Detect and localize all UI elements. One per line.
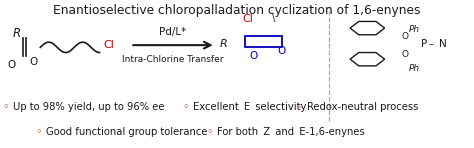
Text: R: R: [12, 27, 21, 40]
Text: Ph: Ph: [409, 64, 420, 73]
Text: Intra-Chlorine Transfer: Intra-Chlorine Transfer: [122, 55, 224, 64]
Text: ◦: ◦: [206, 127, 213, 137]
Text: Cl: Cl: [103, 40, 114, 50]
Text: O: O: [402, 32, 409, 41]
Text: ◦: ◦: [296, 102, 303, 112]
Text: O: O: [249, 51, 258, 61]
Text: O: O: [277, 46, 285, 56]
Text: Excellent  E  selectivity: Excellent E selectivity: [193, 102, 306, 112]
Text: –: –: [429, 39, 434, 49]
Text: \: \: [273, 13, 275, 24]
Text: ◦: ◦: [36, 127, 42, 137]
Text: ◦: ◦: [2, 102, 9, 112]
Text: P: P: [421, 39, 428, 49]
Text: R: R: [220, 39, 228, 49]
Text: Enantioselective chloropalladation cyclization of 1,6-enynes: Enantioselective chloropalladation cycli…: [53, 4, 421, 17]
Text: Redox-neutral process: Redox-neutral process: [307, 102, 418, 112]
Text: O: O: [8, 60, 16, 70]
Text: Ph: Ph: [409, 25, 420, 34]
Text: ◦: ◦: [182, 102, 189, 112]
Text: Pd/L*: Pd/L*: [159, 27, 187, 37]
Text: N: N: [439, 39, 447, 49]
Text: Up to 98% yield, up to 96% ee: Up to 98% yield, up to 96% ee: [13, 102, 164, 112]
Text: Cl: Cl: [242, 13, 253, 24]
Text: O: O: [402, 50, 409, 58]
Text: Good functional group tolerance: Good functional group tolerance: [46, 127, 208, 137]
Text: For both  Z  and  E-1,6-enynes: For both Z and E-1,6-enynes: [217, 127, 365, 137]
Text: O: O: [29, 57, 37, 67]
